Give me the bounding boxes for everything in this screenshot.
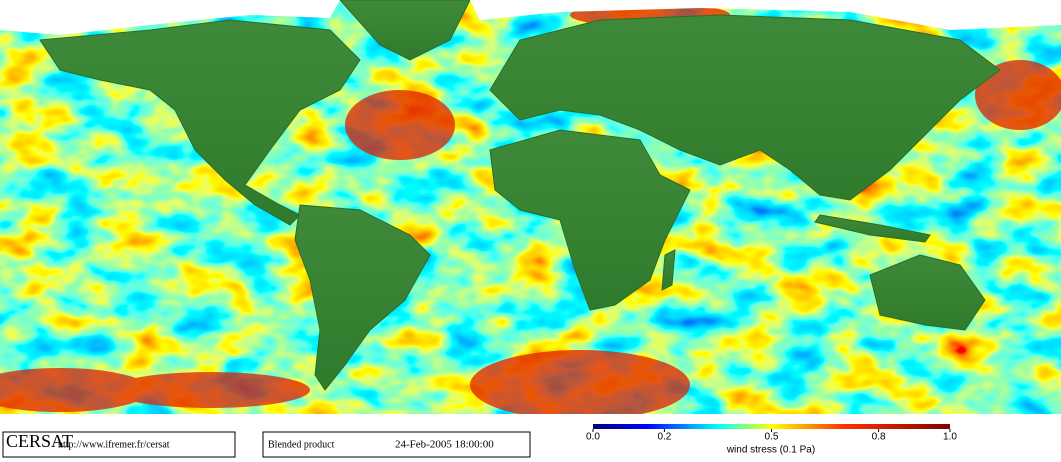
- eurasia: [489, 14, 1001, 201]
- land: [39, 0, 1001, 391]
- logo-box: [2, 431, 236, 458]
- south-america: [294, 204, 431, 391]
- colorbar: [593, 424, 950, 429]
- colorbar-tick-label: 0.8: [872, 432, 886, 443]
- madagascar: [661, 249, 676, 291]
- product: Blended product: [268, 439, 335, 450]
- colorbar-label: wind stress (0.1 Pa): [726, 445, 815, 456]
- datetime: 24-Feb-2005 18:00:00: [395, 439, 494, 451]
- indonesia: [814, 214, 931, 243]
- colorbar-tick-label: 0.5: [765, 432, 779, 443]
- ice: [0, 0, 1061, 430]
- colorbar-tick-label: 0.0: [586, 432, 600, 443]
- colorbar-tick-label: 1.0: [943, 432, 957, 443]
- colorbar-tick-label: 0.2: [657, 432, 671, 443]
- greenland: [339, 0, 471, 61]
- north-america: [39, 19, 361, 226]
- url: http://www.ifremer.fr/cersat: [58, 439, 170, 450]
- logo: CERSAT: [6, 431, 73, 451]
- australia: [869, 254, 986, 331]
- africa: [489, 129, 691, 311]
- product-box: [262, 431, 531, 458]
